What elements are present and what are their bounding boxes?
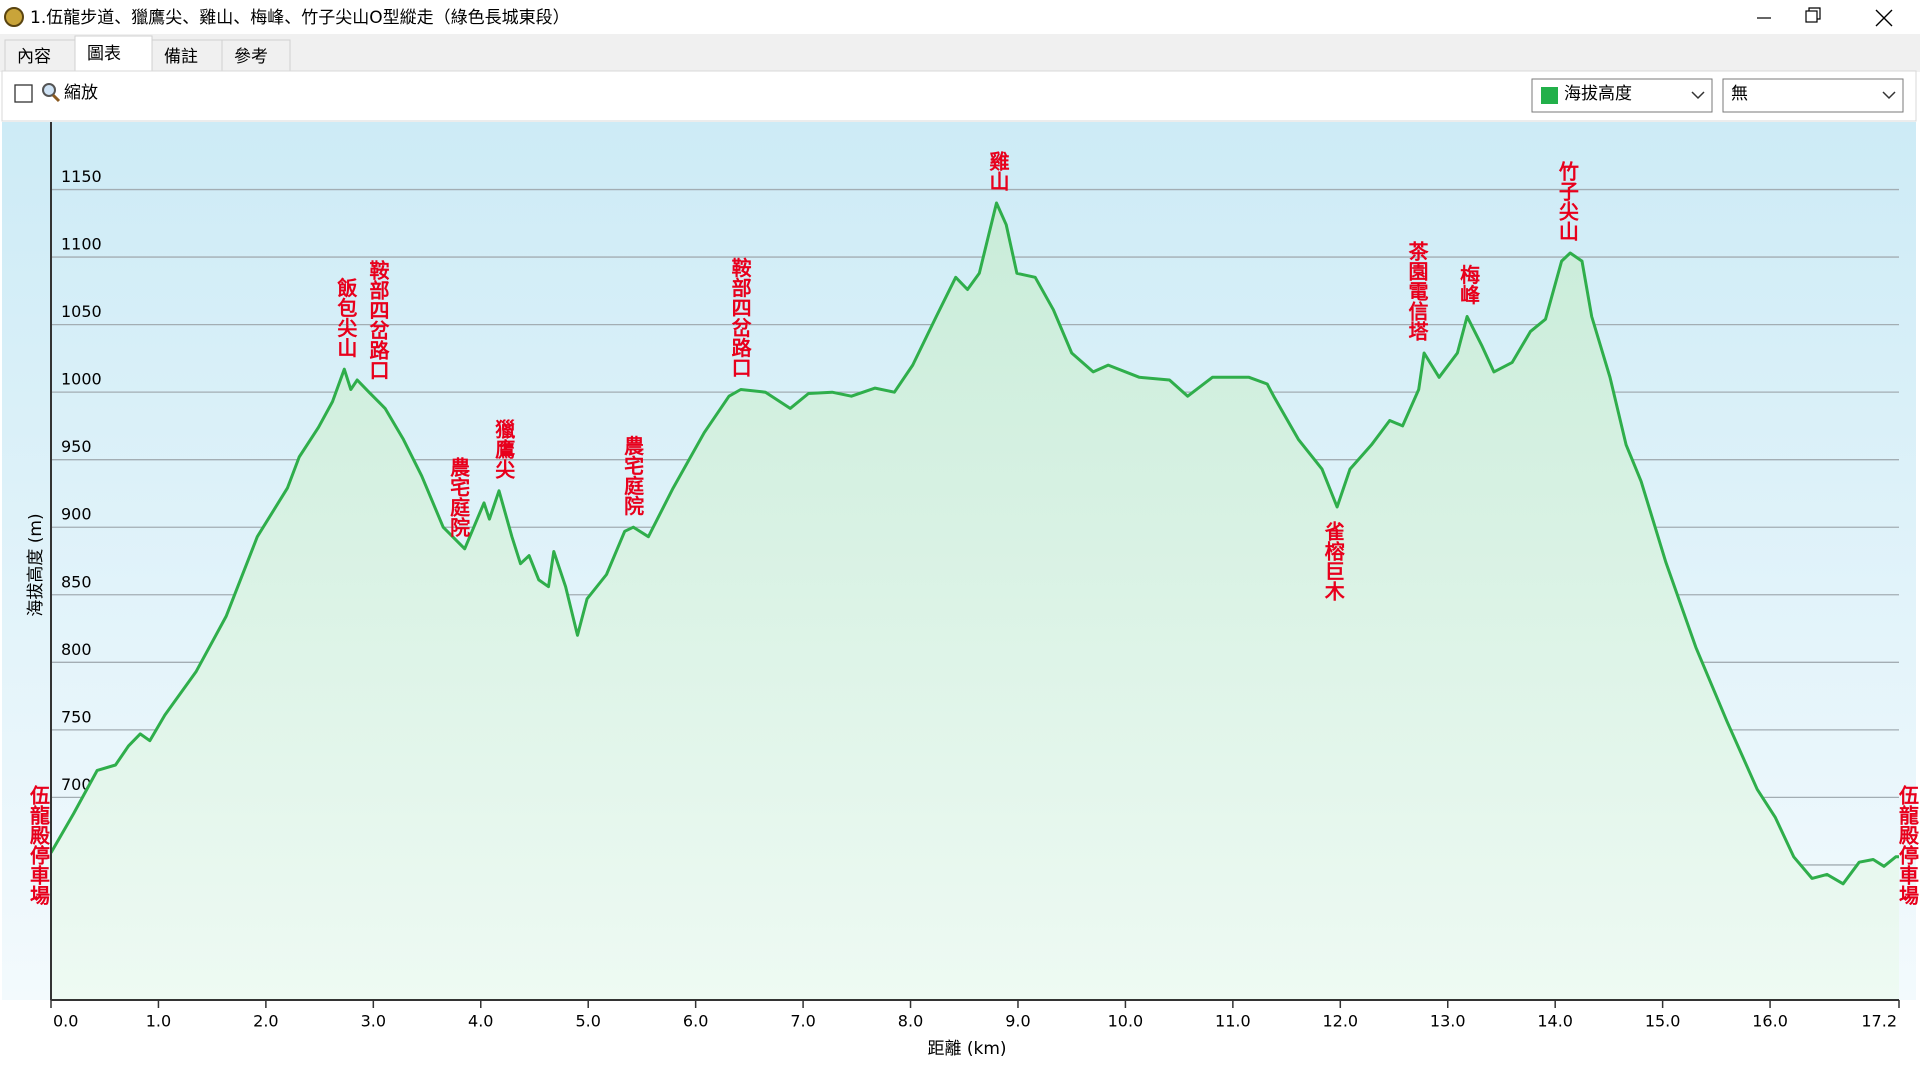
y-tick-label: 900 (61, 505, 92, 524)
y-tick-label: 800 (61, 640, 92, 659)
waypoint-label: 飯包尖山 (334, 276, 358, 357)
waypoint-label: 茶園電信塔 (1405, 241, 1429, 342)
y-tick-label: 1100 (61, 235, 102, 254)
waypoint-label: 農宅庭院 (447, 456, 471, 537)
zoom-checkbox[interactable] (14, 84, 33, 103)
series-swatch (1541, 87, 1558, 104)
x-tick-label: 15.0 (1645, 1012, 1681, 1031)
restore-button[interactable] (1805, 7, 1821, 23)
tab-label: 內容 (17, 47, 51, 67)
y-tick-label: 750 (61, 707, 92, 726)
y-axis-label: 海拔高度 (m) (26, 513, 46, 616)
elevation-line (49, 201, 1899, 886)
x-tick-label: 5.0 (575, 1012, 600, 1031)
app-icon (4, 7, 24, 27)
waypoint-label: 梅峰 (1457, 263, 1481, 304)
zoom-label: 縮放 (64, 83, 98, 103)
x-tick-label: 9.0 (1005, 1012, 1030, 1031)
tab[interactable] (221, 39, 291, 72)
x-tick-label: 3.0 (361, 1012, 386, 1031)
waypoint-label: 農宅庭院 (621, 435, 645, 516)
x-tick-label: 13.0 (1430, 1012, 1466, 1031)
x-tick-label: 11.0 (1215, 1012, 1251, 1031)
y-tick-label: 950 (61, 437, 92, 456)
tab[interactable] (151, 39, 223, 72)
tab[interactable] (4, 39, 76, 72)
zoom-icon (42, 83, 61, 103)
x-tick-label: 10.0 (1108, 1012, 1144, 1031)
x-tick-label: 4.0 (468, 1012, 493, 1031)
x-tick-label: 16.0 (1752, 1012, 1788, 1031)
y-tick-label: 1050 (61, 302, 102, 321)
waypoint-label: 鞍部四岔路口 (366, 259, 390, 380)
y-tick-label: 850 (61, 572, 92, 591)
x-axis-label: 距離 (km) (927, 1039, 1006, 1059)
tab-label: 參考 (234, 47, 268, 67)
x-tick-label: 14.0 (1537, 1012, 1573, 1031)
overlay-select[interactable] (1722, 78, 1904, 113)
y-tick-label: 1150 (61, 167, 102, 186)
overlay-select-text: 無 (1731, 84, 1748, 104)
tab-strip (0, 34, 1920, 72)
end-label: 伍龍殿停車場 (1896, 784, 1920, 905)
x-tick-label: 17.2 (1861, 1012, 1897, 1031)
x-tick-label: 1.0 (146, 1012, 171, 1031)
x-tick-label: 2.0 (253, 1012, 278, 1031)
waypoint-label: 雀榕巨木 (1321, 521, 1345, 602)
waypoint-label: 雞山 (986, 150, 1010, 191)
waypoint-label: 鞍部四岔路口 (728, 256, 752, 377)
y-tick-label: 1000 (61, 370, 102, 389)
dropdown-arrow (1882, 91, 1896, 100)
x-tick-label: 12.0 (1322, 1012, 1358, 1031)
y-tick-label: 700 (61, 775, 92, 794)
area-fill (51, 203, 1899, 1000)
waypoint-label: 竹子尖山 (1555, 160, 1579, 241)
tab-label: 圖表 (87, 44, 121, 64)
x-tick-label: 8.0 (898, 1012, 923, 1031)
x-tick-label: 7.0 (790, 1012, 815, 1031)
tab-label: 備註 (164, 47, 198, 67)
window-title: 1.伍龍步道、獵鷹尖、雞山、梅峰、竹子尖山O型縱走（綠色長城東段） (30, 7, 570, 28)
series-select-text: 海拔高度 (1564, 84, 1632, 104)
title-bar (0, 0, 1920, 34)
x-tick-label: 6.0 (683, 1012, 708, 1031)
close-button[interactable] (1875, 9, 1893, 27)
series-select[interactable] (1531, 78, 1713, 113)
tab[interactable] (74, 35, 153, 73)
dropdown-arrow (1691, 91, 1705, 100)
waypoint-label: 獵鷹尖 (492, 417, 516, 479)
x-tick-label: 0.0 (53, 1012, 78, 1031)
start-label: 伍龍殿停車場 (27, 784, 51, 905)
